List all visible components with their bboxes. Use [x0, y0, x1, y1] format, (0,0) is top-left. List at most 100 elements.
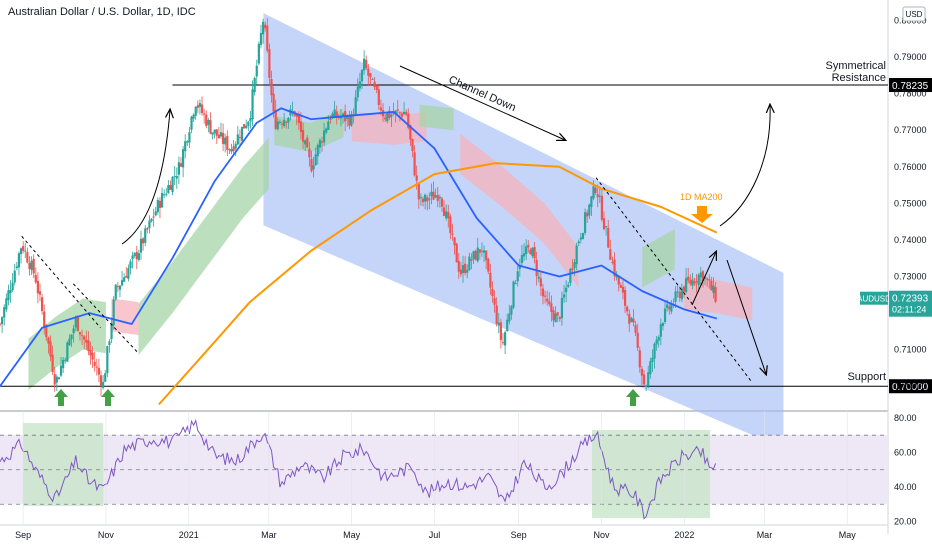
candle-body — [402, 112, 406, 115]
candle — [520, 245, 524, 266]
candle-body — [577, 241, 580, 244]
candle-body — [600, 195, 604, 220]
candle — [457, 253, 460, 279]
candle-body — [306, 137, 309, 148]
candle-body — [217, 134, 220, 139]
y-tick-label-7: 0.73000 — [894, 271, 927, 281]
candle-body — [150, 218, 153, 222]
candle — [567, 282, 570, 288]
candle-body — [535, 259, 538, 276]
candle-body — [287, 117, 290, 123]
candle — [173, 166, 176, 185]
candle-body — [66, 342, 69, 362]
candle — [125, 267, 128, 278]
candle — [72, 324, 75, 343]
candle — [312, 156, 315, 178]
candle — [224, 133, 227, 153]
candle — [335, 105, 338, 125]
candle — [215, 129, 218, 144]
candle — [371, 77, 374, 81]
candle-body — [457, 260, 460, 272]
candle-body — [165, 193, 168, 195]
projection-arrow-4 — [726, 259, 766, 374]
candle — [514, 280, 517, 285]
candle — [9, 280, 12, 303]
candle — [384, 113, 387, 122]
candle — [543, 290, 547, 304]
y-tick-label-3: 0.77000 — [894, 125, 927, 135]
candle-body — [215, 129, 218, 136]
candle-body — [87, 340, 90, 351]
candle-body — [62, 359, 65, 369]
candle-body — [560, 297, 564, 319]
candle — [628, 309, 631, 332]
candle-body — [118, 285, 122, 290]
candle-body — [409, 125, 412, 140]
candle — [504, 330, 507, 355]
candle — [636, 323, 639, 352]
candle-body — [89, 349, 92, 356]
candle — [123, 273, 126, 283]
candle-body — [365, 59, 368, 69]
candle — [112, 296, 115, 330]
candle — [689, 274, 692, 286]
candle — [245, 119, 248, 130]
candle — [377, 83, 380, 110]
candle-body — [316, 144, 319, 157]
candle-body — [192, 114, 195, 119]
candle-body — [417, 183, 420, 200]
candle — [550, 295, 553, 322]
candle-body — [567, 284, 570, 287]
candle — [678, 286, 681, 302]
candle-body — [453, 237, 456, 246]
candle-body — [40, 297, 44, 312]
candle — [228, 148, 231, 154]
candle — [238, 129, 242, 147]
candle — [680, 283, 683, 303]
candle-body — [280, 123, 284, 125]
candle-body — [379, 107, 383, 111]
level-tag-text-0: 0.78235 — [892, 81, 929, 92]
candle-body — [226, 136, 229, 150]
candle — [221, 123, 225, 152]
candle-body — [9, 289, 12, 293]
candle-body — [626, 306, 629, 312]
candle — [687, 267, 690, 284]
candle — [617, 275, 620, 292]
candle — [676, 285, 679, 298]
candle — [438, 194, 441, 208]
candle-body — [430, 191, 433, 197]
candle-body — [173, 175, 176, 177]
candle-body — [390, 114, 393, 117]
candle — [108, 338, 111, 353]
x-tick-label-10: May — [839, 530, 857, 540]
candle — [533, 241, 536, 264]
candle-body — [238, 137, 242, 139]
candle-body — [45, 324, 48, 338]
candle-body — [464, 263, 467, 274]
candle — [261, 18, 265, 44]
candle — [531, 246, 534, 259]
candle-body — [470, 259, 473, 261]
currency-badge-bg — [902, 6, 926, 22]
candle-body — [154, 211, 157, 216]
candle — [255, 59, 258, 85]
candle-body — [221, 132, 225, 144]
candle — [432, 181, 435, 200]
candle-body — [299, 121, 303, 133]
x-tick-label-0: Sep — [15, 530, 31, 540]
cloud-bear-3 — [460, 133, 579, 288]
candle-body — [699, 272, 702, 278]
candle-body — [304, 140, 307, 145]
candle — [264, 21, 267, 32]
up-arrow-icon-2 — [101, 389, 115, 406]
candle — [466, 264, 469, 279]
cloud-bull-2 — [138, 137, 269, 356]
candle-body — [251, 89, 254, 120]
candle-body — [171, 176, 174, 193]
candle — [710, 276, 713, 291]
rsi-line — [0, 418, 717, 520]
candle-body — [350, 113, 353, 126]
candle — [196, 100, 199, 114]
candle — [163, 189, 166, 199]
